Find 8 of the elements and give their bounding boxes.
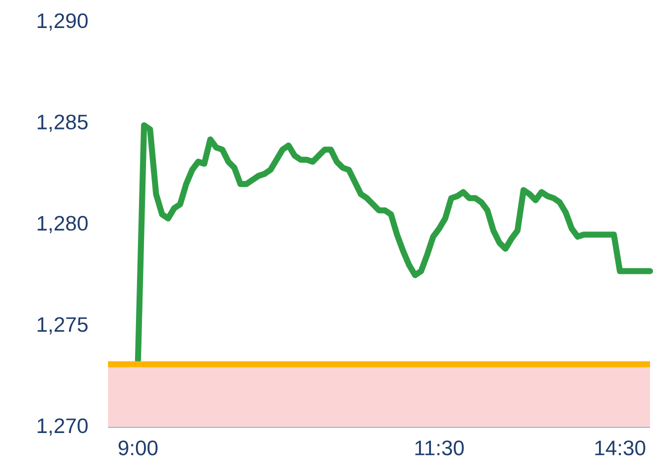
x-tick-label: 9:00 (118, 440, 158, 456)
x-tick-label: 14:30 (595, 440, 646, 456)
x-tick-label: 11:30 (415, 440, 464, 456)
y-tick-label: 1,280 (38, 216, 88, 234)
y-tick-label: 1,270 (38, 418, 88, 436)
y-tick-label: 1,290 (38, 13, 88, 31)
y-tick-label: 1,285 (38, 114, 88, 132)
y-tick-label: 1,275 (38, 317, 88, 334)
